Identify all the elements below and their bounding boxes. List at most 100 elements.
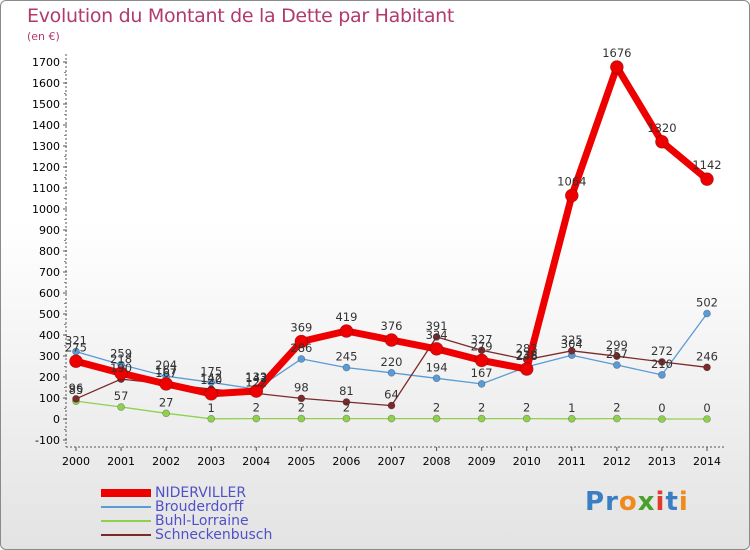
chart-title: Evolution du Montant de la Dette par Hab… — [27, 5, 455, 27]
data-point — [207, 414, 216, 423]
logo-letter: P — [585, 487, 606, 517]
data-label: 1320 — [647, 121, 676, 135]
legend-item: Schneckenbusch — [101, 527, 361, 543]
data-label: 190 — [110, 361, 132, 375]
legend-swatch-brouderdorff — [101, 506, 151, 508]
data-label: 1064 — [557, 175, 586, 189]
data-label: 246 — [696, 349, 718, 363]
data-point — [703, 363, 711, 372]
data-label: 391 — [426, 319, 448, 333]
data-label: 194 — [426, 360, 448, 374]
data-point — [162, 409, 170, 418]
data-label: 220 — [381, 355, 403, 369]
data-label: 210 — [651, 357, 673, 371]
data-label: 81 — [339, 384, 354, 398]
legend-item: NIDERVILLER — [101, 485, 361, 501]
data-label: 167 — [155, 366, 177, 380]
data-point — [384, 333, 399, 347]
data-label: 122 — [245, 375, 267, 389]
y-tick-label: 1600 — [32, 77, 60, 90]
legend-label-brouderdorff: Brouderdorff — [155, 499, 244, 515]
chart-axes: -100010020030040050060070080090010001100… — [32, 54, 726, 468]
x-tick-label: 2003 — [197, 455, 225, 468]
series-niderviller — [69, 60, 714, 401]
data-label: 167 — [471, 366, 493, 380]
x-tick-label: 2001 — [107, 455, 135, 468]
y-tick-label: 1200 — [32, 161, 60, 174]
data-point — [297, 414, 306, 423]
data-label: 204 — [155, 358, 177, 372]
data-label: 2 — [478, 401, 485, 415]
data-point — [294, 334, 309, 349]
x-tick-label: 2009 — [468, 455, 496, 468]
data-point — [252, 414, 261, 423]
proxiti-logo: Proxiti — [585, 487, 689, 517]
data-label: 502 — [696, 296, 718, 310]
data-label: 327 — [471, 332, 493, 346]
data-point — [72, 395, 80, 403]
data-point — [342, 398, 351, 406]
data-point — [117, 403, 125, 411]
legend-label-niderviller: NIDERVILLER — [155, 485, 247, 501]
legend-swatch-niderviller — [101, 489, 151, 497]
x-tick-label: 2002 — [152, 455, 180, 468]
legend: NIDERVILLER Brouderdorff Buhl-Lorraine S… — [101, 485, 361, 543]
data-label: 57 — [114, 389, 129, 403]
legend-item: Brouderdorff — [101, 499, 361, 515]
data-label: 133 — [245, 370, 267, 384]
data-point — [339, 324, 354, 338]
data-point — [477, 380, 486, 388]
data-label: 245 — [335, 350, 357, 364]
y-tick-label: 800 — [39, 245, 60, 258]
data-label: 286 — [290, 341, 312, 355]
x-tick-label: 2008 — [423, 455, 451, 468]
y-tick-label: 400 — [39, 329, 60, 342]
data-point — [387, 368, 396, 377]
y-tick-label: 700 — [39, 266, 60, 279]
y-tick-label: 1700 — [32, 56, 60, 69]
data-label: 257 — [606, 347, 628, 361]
data-label: 283 — [516, 342, 538, 356]
x-tick-label: 2011 — [558, 455, 586, 468]
data-point — [342, 363, 351, 372]
data-point — [297, 394, 306, 403]
data-point — [610, 60, 624, 74]
data-label: 2 — [613, 401, 620, 415]
data-point — [387, 401, 396, 410]
data-point — [429, 342, 444, 356]
data-point — [69, 354, 83, 369]
data-label: 1 — [568, 401, 575, 415]
data-label: 2 — [253, 401, 260, 415]
data-label: 1142 — [692, 158, 721, 172]
x-tick-label: 2014 — [693, 455, 721, 468]
data-label: 27 — [159, 395, 174, 409]
data-label: 2 — [298, 401, 305, 415]
y-tick-label: 0 — [53, 413, 60, 426]
y-tick-label: 1500 — [32, 98, 60, 111]
y-tick-label: 300 — [39, 350, 60, 363]
data-point — [564, 188, 579, 203]
y-tick-label: 1300 — [32, 140, 60, 153]
data-label: 0 — [703, 401, 710, 415]
x-tick-label: 2007 — [378, 455, 406, 468]
y-tick-label: -100 — [35, 434, 60, 447]
y-tick-label: 500 — [39, 308, 60, 321]
logo-letter: r — [605, 487, 619, 517]
y-tick-label: 1000 — [32, 203, 60, 216]
legend-label-buhl-lorraine: Buhl-Lorraine — [155, 513, 249, 529]
legend-swatch-schneckenbusch — [101, 534, 151, 536]
data-label: 98 — [294, 380, 309, 394]
logo-letter: i — [678, 487, 689, 517]
logo-letter: i — [655, 487, 666, 517]
data-point — [159, 377, 173, 391]
x-tick-label: 2004 — [242, 455, 270, 468]
data-point — [477, 414, 486, 423]
data-point — [432, 414, 441, 423]
data-label: 299 — [606, 338, 628, 352]
data-label: 376 — [381, 319, 403, 333]
data-point — [519, 362, 534, 376]
data-label: 369 — [290, 321, 312, 335]
data-label: 120 — [200, 373, 222, 387]
